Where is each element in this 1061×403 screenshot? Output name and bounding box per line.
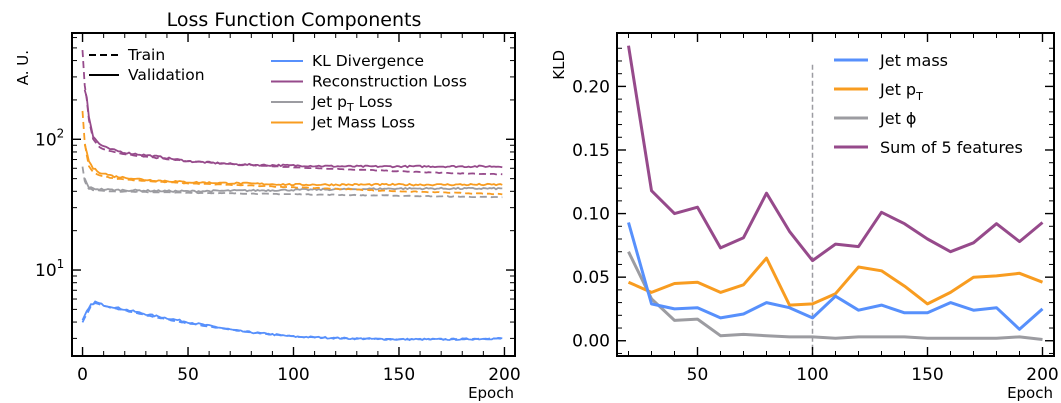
kld-legend-label: Jet mass (879, 51, 948, 70)
right-y-tick-label: 0.05 (572, 268, 610, 288)
legend-linestyle-label: Validation (128, 66, 205, 84)
legend-linestyle-label: Train (127, 46, 165, 64)
left-x-tick-label: 150 (383, 365, 415, 385)
left-legend: Train Validation KL Divergence Reconstructi… (89, 46, 467, 132)
left-y-axis-label: A. U. (14, 50, 32, 85)
right-y-tick-label: 0.00 (572, 332, 610, 352)
right-x-tick-label: 200 (1026, 365, 1058, 385)
kld-series-line-2 (627, 251, 1043, 341)
validation-line-3 (83, 144, 503, 187)
left-y-tick-exponent: 2 (57, 126, 65, 140)
kld-legend-label: Jet ϕ (879, 109, 916, 128)
legend-series-label: Jet Mass Loss (311, 114, 415, 132)
right-x-tick-label: 150 (911, 365, 943, 385)
left-chart-title: Loss Function Components (167, 9, 422, 31)
kld-series-line-1 (627, 256, 1044, 307)
train-line-3 (81, 110, 503, 196)
loss-components-chart: Loss Function Components A. U. Epoch 0 50… (14, 9, 521, 402)
right-x-tick-label: 50 (687, 365, 709, 385)
train-line-2 (81, 166, 503, 199)
right-x-tick-label: 100 (796, 365, 828, 385)
kld-series-line-0 (627, 222, 1044, 331)
right-y-tick-label: 0.20 (572, 77, 610, 97)
kld-chart: KLD Epoch 50 100 150 200 0.00 0.05 0.10 0.15 0.2… (550, 32, 1059, 402)
left-x-tick-label: 0 (77, 365, 88, 385)
validation-line-1 (83, 89, 503, 169)
kld-legend-label: Sum of 5 features (880, 138, 1023, 157)
right-plot-area (627, 45, 1044, 356)
legend-label-rest: Loss (354, 93, 393, 111)
left-y-tick-label: 102 (35, 126, 64, 150)
left-x-axis-label: Epoch (468, 384, 514, 402)
right-y-tick-label: 0.15 (572, 141, 610, 161)
kld-legend-subscript: T (915, 90, 923, 103)
right-y-axis-label: KLD (550, 50, 568, 80)
left-x-tick-label: 50 (177, 365, 199, 385)
legend-series-label: KL Divergence (312, 52, 424, 70)
validation-line-0 (81, 300, 503, 342)
kld-legend-label: Jet pT (879, 80, 923, 103)
right-axes-frame: 50 100 150 200 0.00 0.05 0.10 0.15 0.20 (572, 32, 1059, 385)
legend-series-label: Jet pT Loss (311, 93, 393, 114)
left-plot-area (81, 50, 503, 342)
left-axes-frame: 0 50 100 150 200 101 102 (35, 32, 521, 385)
train-line-0 (81, 302, 503, 341)
validation-line-2 (83, 177, 503, 194)
right-x-axis-label: Epoch (1007, 384, 1053, 402)
left-x-tick-label: 100 (277, 365, 309, 385)
left-y-tick-exponent: 1 (57, 257, 65, 271)
legend-subscript: T (346, 101, 354, 114)
right-legend: Jet mass Jet pT Jet ϕ Sum of 5 features (834, 51, 1023, 157)
left-x-tick-label: 200 (488, 365, 520, 385)
right-y-tick-label: 0.10 (572, 205, 610, 225)
kld-series-line-3 (627, 45, 1044, 263)
left-y-tick-label: 101 (35, 257, 64, 281)
legend-series-label: Reconstruction Loss (312, 73, 467, 91)
